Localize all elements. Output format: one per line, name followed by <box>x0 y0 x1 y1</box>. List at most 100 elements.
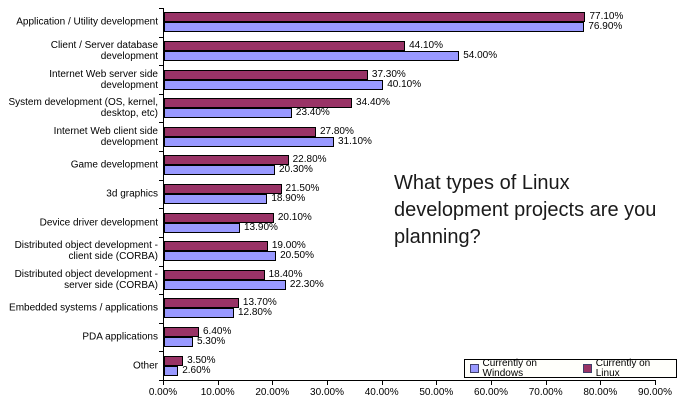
legend-label-linux: Currently on Linux <box>595 357 651 379</box>
x-tick-label: 80.00% <box>583 387 618 398</box>
x-tick-label: 60.00% <box>474 387 508 398</box>
bar-currently-on-linux <box>164 69 368 80</box>
x-tick-label: 70.00% <box>528 387 563 398</box>
windows-series-swatch-icon <box>470 364 479 373</box>
x-tick-label: 50.00% <box>419 387 454 398</box>
x-tick <box>655 381 656 385</box>
y-tick <box>159 294 163 296</box>
bar-currently-on-windows <box>164 79 384 90</box>
y-tick <box>159 36 163 38</box>
bar-value-label: 54.00% <box>463 49 498 61</box>
x-tick-label: 90.00% <box>638 387 672 398</box>
bar-value-label: 6.40% <box>202 326 232 338</box>
bar-value-label: 40.10% <box>387 78 422 90</box>
y-tick <box>159 265 163 267</box>
bar-value-label: 76.90% <box>588 21 623 33</box>
x-tick-label: 40.00% <box>364 387 399 398</box>
category-label: Embedded systems / applications <box>9 302 158 314</box>
bar-value-label: 22.80% <box>292 154 327 166</box>
y-tick <box>159 236 163 238</box>
bar-currently-on-windows <box>164 194 268 204</box>
bar-value-label: 19.00% <box>271 240 306 252</box>
bar-value-label: 34.40% <box>356 97 390 109</box>
chart-question-text: What types of Linux development projects… <box>394 172 657 248</box>
x-tick <box>436 381 438 385</box>
bar-value-label: 18.40% <box>268 268 303 280</box>
x-tick-label: 20.00% <box>255 387 290 398</box>
category-label: Internet Web server side development <box>49 68 158 91</box>
bar-currently-on-windows <box>164 108 292 119</box>
legend-entry-linux: Currently on Linux <box>583 357 671 379</box>
bar-value-label: 20.10% <box>277 211 312 223</box>
x-axis <box>163 380 656 381</box>
bar-value-label: 13.90% <box>243 221 278 233</box>
bar-value-label: 77.10% <box>589 11 624 23</box>
bar-currently-on-linux <box>164 212 274 223</box>
x-tick-label: 10.00% <box>200 387 235 398</box>
bar-value-label: 18.90% <box>271 193 306 204</box>
y-tick <box>159 8 163 9</box>
bar-currently-on-linux <box>164 40 406 51</box>
bar-currently-on-linux <box>164 12 586 23</box>
x-tick <box>491 381 492 385</box>
y-tick <box>159 122 163 124</box>
bar-currently-on-windows <box>164 136 334 147</box>
x-tick <box>163 381 164 385</box>
y-axis <box>163 8 164 381</box>
category-label: Internet Web client side development <box>53 125 158 148</box>
bar-currently-on-windows <box>164 22 585 33</box>
bar-currently-on-linux <box>164 355 184 366</box>
x-tick <box>327 381 328 385</box>
bar-currently-on-windows <box>164 251 277 262</box>
bar-currently-on-windows <box>164 365 179 376</box>
y-tick <box>159 208 163 210</box>
bar-currently-on-linux <box>164 327 199 338</box>
category-label: Application / Utility development <box>16 16 158 28</box>
bar-currently-on-linux <box>164 269 265 280</box>
category-label: Client / Server database development <box>50 39 158 62</box>
bar-currently-on-windows <box>164 308 234 319</box>
bar-value-label: 12.80% <box>237 307 272 319</box>
bar-value-label: 21.50% <box>285 183 320 194</box>
category-label: Distributed object development - server … <box>14 268 158 291</box>
bar-currently-on-linux <box>164 126 316 137</box>
x-tick-label: 0.00% <box>148 387 178 398</box>
bar-currently-on-windows <box>164 222 240 233</box>
y-tick <box>159 179 163 181</box>
category-label: 3d graphics <box>106 188 158 200</box>
bar-value-label: 20.30% <box>278 164 313 176</box>
linux-series-swatch-icon <box>583 364 592 373</box>
y-tick <box>159 65 163 67</box>
bar-currently-on-windows <box>164 165 275 176</box>
bar-value-label: 3.50% <box>187 354 216 366</box>
bar-value-label: 2.60% <box>182 364 211 376</box>
bar-currently-on-linux <box>164 155 289 166</box>
bar-currently-on-linux <box>164 98 353 109</box>
category-label: System development (OS, kernel, desktop,… <box>8 97 158 120</box>
x-tick <box>381 381 383 385</box>
category-label: Distributed object development - client … <box>14 240 158 263</box>
legend-entry-windows: Currently on Windows <box>470 357 573 379</box>
bar-currently-on-windows <box>164 50 460 61</box>
bar-currently-on-linux <box>164 298 239 309</box>
x-tick <box>217 381 219 385</box>
y-tick <box>159 151 163 153</box>
bar-value-label: 23.40% <box>295 107 330 119</box>
bar-currently-on-windows <box>164 279 286 290</box>
bar-currently-on-linux <box>164 241 268 252</box>
y-tick <box>159 351 163 353</box>
x-tick <box>272 381 274 385</box>
bar-value-label: 22.30% <box>289 278 324 290</box>
bar-value-label: 31.10% <box>338 135 372 147</box>
y-tick <box>159 93 163 95</box>
legend-label-windows: Currently on Windows <box>482 357 537 379</box>
bar-value-label: 27.80% <box>319 125 354 137</box>
category-label: Device driver development <box>39 217 158 229</box>
category-label: Other <box>132 360 158 372</box>
x-tick <box>600 381 602 385</box>
x-tick <box>545 381 547 385</box>
y-tick <box>159 322 163 324</box>
bar-value-label: 37.30% <box>371 68 406 80</box>
bar-value-label: 13.70% <box>242 297 277 309</box>
